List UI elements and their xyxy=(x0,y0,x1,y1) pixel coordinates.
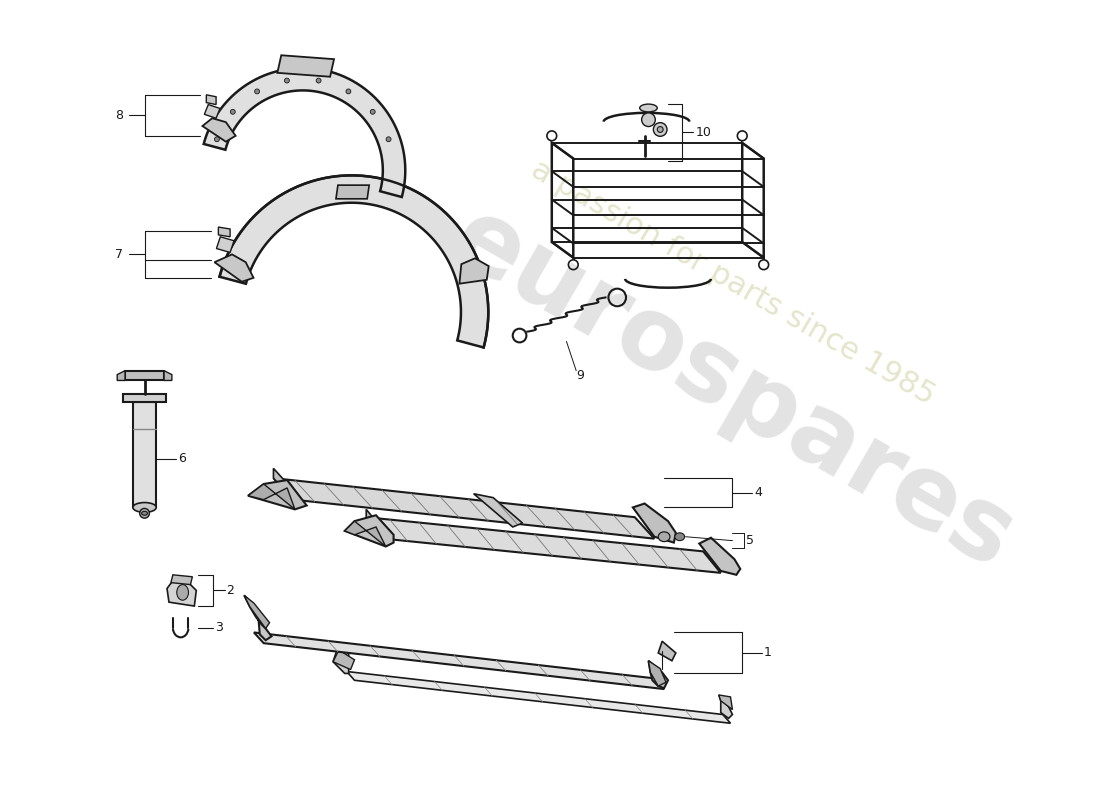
Polygon shape xyxy=(366,517,720,573)
Ellipse shape xyxy=(658,532,670,542)
Polygon shape xyxy=(249,480,307,510)
Circle shape xyxy=(316,78,321,83)
Circle shape xyxy=(371,110,375,114)
Ellipse shape xyxy=(640,104,658,112)
Ellipse shape xyxy=(133,502,156,512)
Ellipse shape xyxy=(142,511,147,515)
Polygon shape xyxy=(125,370,164,381)
Polygon shape xyxy=(217,237,234,253)
Text: 2: 2 xyxy=(227,584,234,597)
Text: 8: 8 xyxy=(116,109,123,122)
Polygon shape xyxy=(344,521,386,546)
Text: 1: 1 xyxy=(763,646,771,659)
Polygon shape xyxy=(274,468,293,500)
Polygon shape xyxy=(164,370,172,381)
Circle shape xyxy=(641,113,656,126)
Text: 7: 7 xyxy=(116,248,123,261)
Polygon shape xyxy=(336,185,370,199)
Polygon shape xyxy=(244,595,270,629)
Ellipse shape xyxy=(177,585,188,600)
Ellipse shape xyxy=(674,533,684,541)
Text: 6: 6 xyxy=(178,452,186,465)
Polygon shape xyxy=(718,695,733,710)
Polygon shape xyxy=(207,94,216,105)
Circle shape xyxy=(658,126,663,133)
Polygon shape xyxy=(346,671,730,723)
Polygon shape xyxy=(344,515,394,546)
Text: eurospares: eurospares xyxy=(434,190,1031,590)
Polygon shape xyxy=(204,68,405,197)
Polygon shape xyxy=(244,595,272,640)
Polygon shape xyxy=(133,402,156,507)
Polygon shape xyxy=(123,394,166,402)
Polygon shape xyxy=(632,503,675,542)
Polygon shape xyxy=(718,695,733,718)
Text: 10: 10 xyxy=(695,126,712,139)
Text: 3: 3 xyxy=(214,621,222,634)
Circle shape xyxy=(214,137,219,142)
Polygon shape xyxy=(170,575,192,585)
Polygon shape xyxy=(333,644,349,674)
Polygon shape xyxy=(118,370,125,381)
Polygon shape xyxy=(274,478,654,538)
Polygon shape xyxy=(277,55,334,77)
Polygon shape xyxy=(700,538,740,575)
Text: 4: 4 xyxy=(754,486,762,499)
Text: 9: 9 xyxy=(576,369,584,382)
Polygon shape xyxy=(202,118,235,142)
Polygon shape xyxy=(167,581,196,606)
Polygon shape xyxy=(214,254,253,282)
Polygon shape xyxy=(219,227,230,237)
Text: a passion for parts since 1985: a passion for parts since 1985 xyxy=(526,155,939,410)
Polygon shape xyxy=(474,494,522,527)
Circle shape xyxy=(346,89,351,94)
Polygon shape xyxy=(333,650,354,670)
Circle shape xyxy=(255,89,260,94)
Circle shape xyxy=(230,110,235,114)
Polygon shape xyxy=(649,661,667,686)
Circle shape xyxy=(285,78,289,83)
Polygon shape xyxy=(460,258,488,284)
Polygon shape xyxy=(249,484,295,510)
Polygon shape xyxy=(205,105,220,118)
Polygon shape xyxy=(649,661,668,688)
Polygon shape xyxy=(366,510,384,538)
Circle shape xyxy=(386,137,390,142)
Circle shape xyxy=(140,509,150,518)
Circle shape xyxy=(653,122,667,136)
Text: 5: 5 xyxy=(746,534,755,547)
Polygon shape xyxy=(220,175,488,347)
Polygon shape xyxy=(254,633,664,689)
Polygon shape xyxy=(658,642,675,661)
